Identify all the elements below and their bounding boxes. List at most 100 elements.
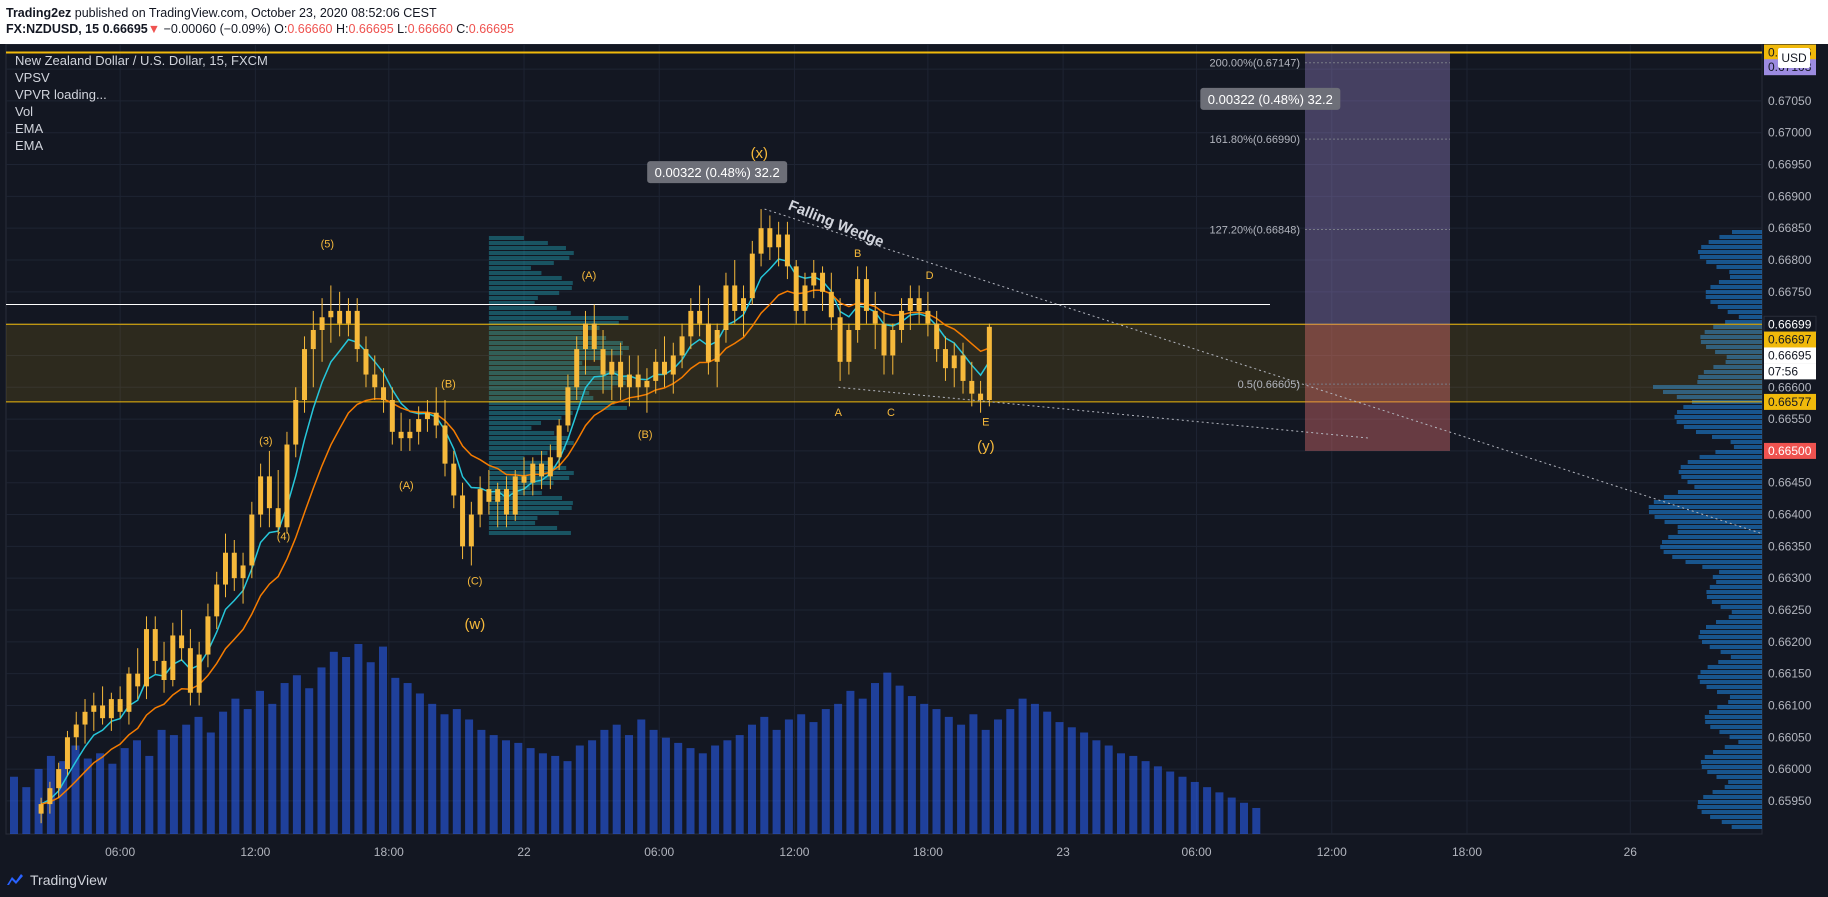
candle-body: [231, 552, 237, 579]
candle-body: [319, 317, 325, 330]
wave-label: (3): [259, 436, 272, 448]
low-value: 0.66660: [407, 22, 453, 36]
vpvr-bar: [1716, 620, 1762, 624]
candle-body: [512, 476, 518, 515]
candle-body: [100, 705, 106, 719]
candle-body: [179, 635, 185, 649]
legend-indicator-vpvr[interactable]: VPVR loading...: [15, 87, 107, 102]
candle-body: [951, 355, 957, 369]
candle-body: [205, 616, 211, 655]
volume-bar: [563, 761, 572, 834]
vpvr-bar: [1705, 290, 1762, 294]
volume-bar: [538, 753, 547, 834]
vpvr-bar: [1712, 435, 1762, 439]
wave-label: A: [835, 407, 843, 419]
session-profile-bar: [488, 376, 629, 380]
price-change: −0.00060 (−0.09%): [163, 22, 271, 36]
vpvr-bar: [1731, 825, 1762, 829]
candle-body: [837, 317, 843, 362]
candle-body: [556, 425, 562, 458]
author-name[interactable]: Trading2ez: [6, 6, 72, 20]
vpvr-bar: [1699, 455, 1762, 459]
x-tick-label: 18:00: [1452, 845, 1482, 859]
candle-body: [969, 380, 975, 394]
candle-body: [223, 552, 228, 585]
y-tick-label: 0.66800: [1768, 253, 1812, 267]
open-label: O:: [274, 22, 288, 36]
vpvr-bar: [1694, 485, 1762, 489]
vpvr-bar: [1653, 500, 1762, 504]
axis-price-tag: [1764, 347, 1816, 364]
candle-body: [91, 705, 97, 712]
session-profile-bar: [488, 261, 554, 265]
high-label: H:: [336, 22, 349, 36]
candle-body: [793, 266, 799, 311]
volume-bar: [994, 719, 1002, 834]
candle-body: [258, 476, 264, 515]
vpvr-bar: [1649, 510, 1762, 514]
volume-bar: [292, 675, 301, 834]
vpvr-bar: [1706, 595, 1762, 599]
session-profile-bar: [488, 461, 549, 465]
candle-body: [530, 463, 536, 483]
currency-label[interactable]: USD: [1778, 48, 1810, 68]
y-tick-label: 0.66050: [1768, 730, 1812, 744]
vpvr-bar: [1738, 315, 1762, 319]
volume-bar: [489, 735, 498, 834]
wave-label: (A): [582, 270, 597, 282]
session-profile-bar: [488, 351, 623, 355]
legend-indicator-vol[interactable]: Vol: [15, 104, 34, 119]
candle-body: [714, 330, 720, 362]
candle-body: [214, 584, 220, 617]
volume-bar: [120, 748, 129, 834]
vpvr-bar: [1676, 395, 1762, 399]
measure-label: 0.00322 (0.48%) 32.2: [1208, 92, 1333, 107]
legend-indicator-vpsv[interactable]: VPSV: [15, 70, 50, 85]
wave-label: (5): [321, 238, 334, 250]
vpvr-bar: [1706, 685, 1762, 689]
candle-body: [424, 412, 430, 420]
volume-bar: [1018, 698, 1027, 834]
close-value: 0.66695: [468, 22, 514, 36]
candle-body: [705, 323, 711, 362]
vpvr-bar: [1654, 515, 1762, 519]
vpvr-bar: [1715, 450, 1762, 454]
wave-label: (x): [751, 145, 769, 162]
volume-bar: [1227, 797, 1236, 834]
tradingview-logo[interactable]: TradingView: [6, 870, 107, 890]
volume-bar: [83, 758, 92, 834]
vpvr-bar: [1706, 590, 1762, 594]
x-tick-label: 12:00: [240, 845, 270, 859]
vpvr-bar: [1710, 725, 1762, 729]
vpvr-bar: [1711, 600, 1762, 604]
legend-indicator-ema-slow[interactable]: EMA: [15, 138, 44, 153]
volume-bar: [969, 714, 978, 834]
axis-price-text: 0.66695: [1768, 348, 1812, 362]
volume-bar: [895, 685, 904, 834]
vpvr-bar: [1730, 655, 1762, 659]
session-profile-bar: [488, 526, 558, 530]
session-profile-bar: [488, 521, 536, 525]
vpvr-bar: [1672, 555, 1762, 559]
x-tick-label: 18:00: [913, 845, 943, 859]
volume-bar: [108, 763, 117, 834]
candle-body: [477, 489, 483, 515]
vpvr-bar: [1664, 520, 1762, 524]
symbol-name: FX:NZDUSD, 15: [6, 22, 100, 36]
vpvr-bar: [1730, 440, 1762, 444]
volume-bar: [514, 742, 523, 834]
candle-body: [135, 673, 141, 687]
y-tick-label: 0.66950: [1768, 158, 1812, 172]
measure-box: [1200, 87, 1341, 110]
price-chart[interactable]: 0.671000.670500.670000.669500.669000.668…: [0, 44, 1828, 864]
candle-body: [38, 804, 44, 814]
x-tick-label: 12:00: [779, 845, 809, 859]
y-tick-label: 0.66350: [1768, 539, 1812, 553]
session-profile-bar: [488, 426, 532, 430]
volume-bar: [366, 662, 375, 834]
axis-price-tag: [1764, 393, 1816, 410]
vpvr-bar: [1687, 460, 1762, 464]
vpvr-bar: [1704, 755, 1762, 759]
vpvr-bar: [1683, 405, 1762, 409]
legend-indicator-ema-fast[interactable]: EMA: [15, 121, 44, 136]
